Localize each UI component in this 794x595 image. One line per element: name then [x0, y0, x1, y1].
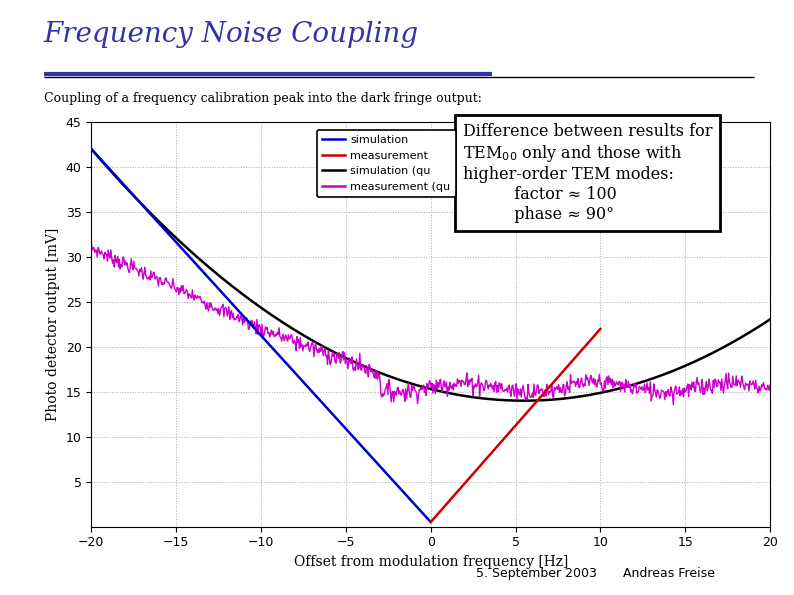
Text: Coupling of a frequency calibration peak into the dark fringe output:: Coupling of a frequency calibration peak…	[44, 92, 481, 105]
Y-axis label: Photo detector output [mV]: Photo detector output [mV]	[46, 227, 60, 421]
Text: Difference between results for
TEM$_{00}$ only and those with
higher-order TEM m: Difference between results for TEM$_{00}…	[463, 123, 712, 223]
Text: Frequency Noise Coupling: Frequency Noise Coupling	[44, 21, 418, 48]
Text: Andreas Freise: Andreas Freise	[623, 567, 715, 580]
X-axis label: Offset from modulation frequency [Hz]: Offset from modulation frequency [Hz]	[294, 555, 568, 569]
Legend: simulation, measurement, simulation (qu, measurement (qu: simulation, measurement, simulation (qu,…	[317, 130, 456, 198]
Text: 5. September 2003: 5. September 2003	[476, 567, 597, 580]
